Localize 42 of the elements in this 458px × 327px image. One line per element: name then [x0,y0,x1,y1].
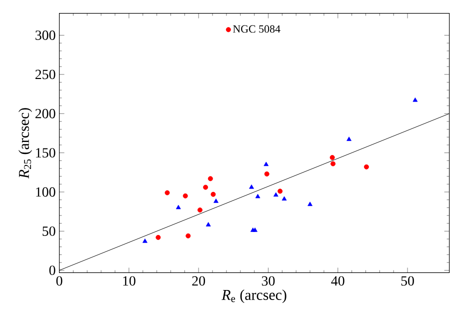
point [412,98,418,102]
point [210,192,216,197]
y-tick-label: 100 [36,187,56,197]
y-tick-label: 50 [42,226,56,236]
point [214,198,218,203]
x-tick-label: 20 [192,276,206,286]
point [156,234,161,240]
y-axis-title: R$_{25}$ (arcsec) [18,108,32,179]
x-axis-title: R$_{e}$ (arcsec) [222,289,286,304]
point [330,155,335,160]
point [364,164,369,170]
point [273,192,278,197]
x-tick-label: 0 [56,276,62,286]
point [278,188,283,194]
point [249,184,254,189]
y-tick-label: 250 [35,70,56,80]
y-tick-label: 0 [49,266,56,276]
x-tick-label: 30 [262,276,275,286]
point [164,190,170,196]
point [142,238,148,243]
point [255,194,260,198]
point [203,184,208,190]
point [264,162,269,166]
point [176,204,181,210]
point [346,136,352,141]
point [197,208,202,212]
x-tick-label: 50 [401,276,414,286]
point [182,193,188,198]
point [186,233,191,238]
point [330,161,336,166]
point [206,222,211,226]
point [282,196,287,201]
point [208,176,213,182]
x-tick-label: 40 [331,276,344,286]
legend-label: NGC 5084 [233,25,280,33]
point [308,202,312,206]
y-tick-label: 300 [36,30,56,40]
y-tick-label: 150 [36,148,56,158]
point [252,228,258,232]
x-tick-label: 10 [123,276,136,286]
point [264,171,270,176]
y-tick-label: 200 [35,108,56,118]
